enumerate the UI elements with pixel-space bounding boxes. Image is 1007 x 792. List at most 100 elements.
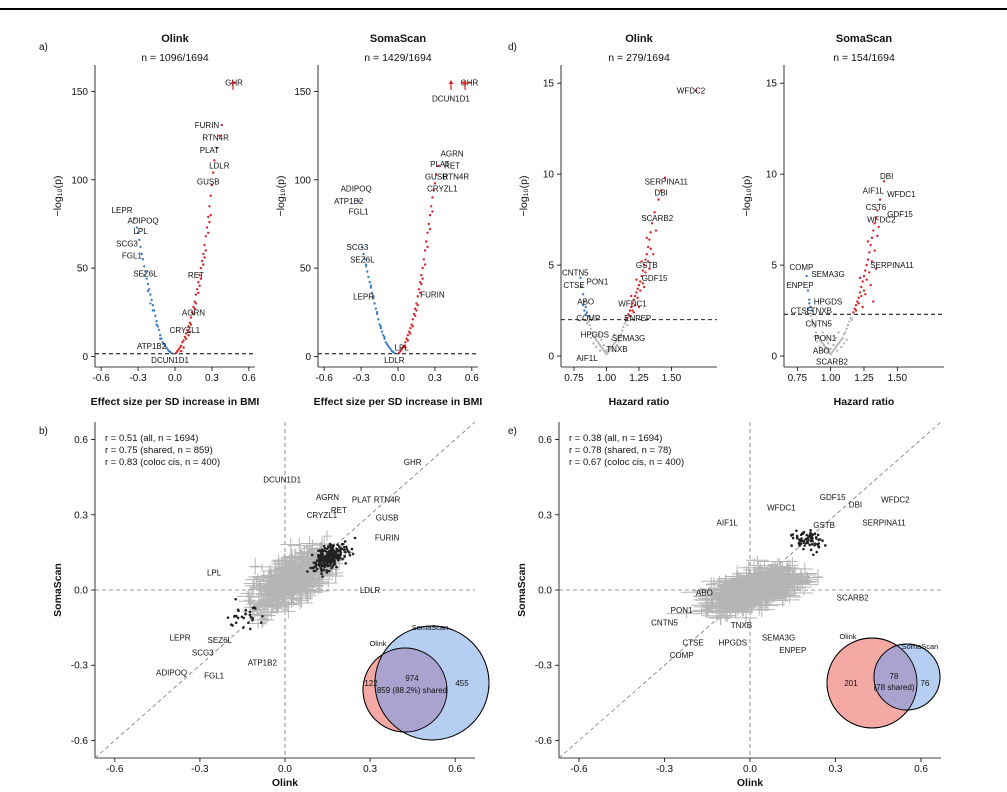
shared-point [242, 626, 245, 629]
data-point [430, 205, 433, 208]
data-point [159, 334, 162, 337]
data-point [594, 338, 598, 341]
x-tick-label: -0.6 [93, 373, 111, 384]
point-label: CRYZL1 [170, 326, 201, 335]
shared-point [327, 550, 330, 554]
data-point [149, 302, 152, 305]
data-point [587, 320, 590, 323]
y-axis-title: −log₁₀(p) [741, 176, 753, 217]
data-point [393, 351, 396, 355]
data-point [378, 323, 381, 326]
shared-point [809, 539, 813, 543]
data-point [805, 274, 808, 278]
panel-subtitle: n = 1429/1694 [364, 52, 432, 64]
data-point [178, 346, 182, 349]
data-point [810, 318, 814, 321]
data-point [409, 326, 412, 330]
point-label: CNTN5 [562, 268, 589, 277]
data-point [406, 339, 410, 342]
panel-1: -0.6 -0.3 0.0 0.3 0.6 0 50 100 150 SomaScan n = 14… [275, 33, 482, 408]
data-point [872, 229, 875, 232]
data-point [589, 327, 593, 330]
data-point [364, 263, 368, 266]
data-point [386, 344, 390, 348]
data-point [594, 345, 598, 349]
data-point [872, 300, 875, 303]
shared-point [261, 614, 264, 618]
shared-point [799, 533, 803, 537]
data-point [858, 276, 862, 280]
point-label: LDLR [360, 586, 381, 595]
data-point [421, 277, 424, 280]
data-point [818, 345, 822, 349]
data-point [591, 331, 594, 334]
data-point [860, 294, 863, 298]
data-point [636, 287, 639, 290]
data-point [826, 342, 830, 345]
data-point [188, 321, 191, 325]
data-point [873, 249, 876, 252]
data-point [195, 288, 199, 291]
data-point [635, 291, 638, 294]
data-point [159, 337, 162, 340]
data-point [143, 265, 146, 268]
data-point [425, 240, 428, 243]
point-label: LEPR [170, 634, 191, 643]
data-point [639, 289, 642, 292]
data-point [202, 252, 205, 256]
data-point [400, 348, 403, 351]
point-label: SCARB2 [641, 214, 674, 223]
x-tick-label: 0.6 [242, 373, 256, 384]
y-tick-label: 15 [543, 79, 555, 90]
data-point [808, 298, 811, 301]
shared-point [817, 544, 820, 548]
shared-point [244, 612, 247, 615]
point-label: COMP [576, 314, 600, 323]
data-point [864, 293, 867, 296]
data-point [411, 325, 414, 328]
data-point [663, 176, 667, 179]
point-label: TNXB [811, 307, 832, 316]
point-label: SCARB2 [816, 358, 849, 367]
shared-point [321, 575, 324, 578]
data-point [431, 196, 434, 199]
data-point [838, 340, 842, 343]
data-point [643, 285, 646, 289]
data-point [844, 331, 847, 334]
venn-left-count: 122 [364, 679, 378, 688]
data-point [140, 252, 143, 256]
data-point [188, 330, 191, 333]
shared-point [334, 550, 338, 554]
data-point [369, 284, 373, 287]
data-point [186, 328, 189, 332]
y-tick-label: 0.0 [538, 586, 552, 597]
shared-point [325, 569, 328, 572]
point-label: DCUN1D1 [151, 356, 189, 365]
shared-point [229, 623, 233, 626]
x-tick-label: 1.25 [629, 373, 649, 384]
data-point [814, 331, 818, 334]
data-point [833, 347, 836, 351]
shared-point [342, 545, 346, 549]
point-label: FURIN [195, 121, 220, 130]
shared-point [343, 555, 346, 558]
data-point [876, 209, 879, 212]
data-point [600, 345, 603, 349]
y-tick-label: 0 [82, 352, 88, 363]
shared-point [815, 550, 819, 554]
data-point [627, 313, 630, 316]
shared-point [322, 563, 326, 567]
shared-point [248, 627, 252, 631]
data-point [585, 322, 589, 325]
point-label: FGL1 [349, 208, 370, 217]
point-label: HPGDS [719, 639, 747, 648]
shared-point [319, 566, 322, 569]
panel-letter: e) [508, 426, 517, 437]
data-point [631, 309, 634, 312]
data-point [579, 276, 582, 280]
data-point [215, 146, 219, 150]
point-label: TNXB [606, 345, 627, 354]
data-point [406, 334, 410, 337]
venn-left-label: Olink [839, 632, 856, 641]
shared-point [332, 544, 335, 547]
